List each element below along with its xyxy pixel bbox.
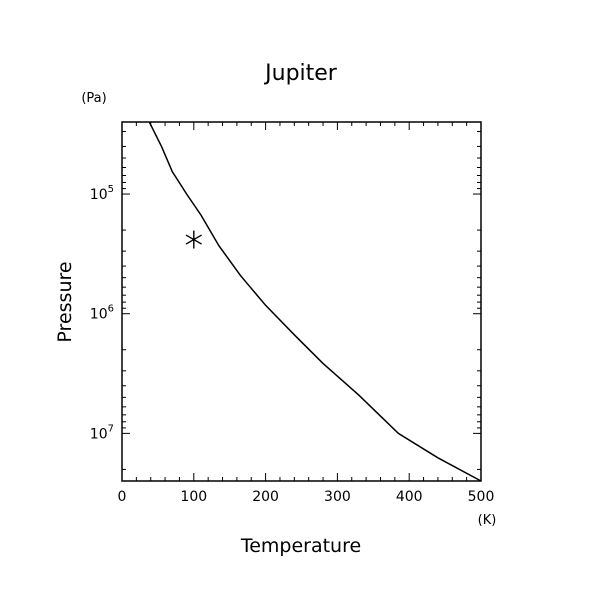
chart-title: Jupiter (263, 61, 338, 86)
temperature-profile-line (148, 121, 482, 482)
y-tick-label: 106 (90, 304, 114, 323)
plot-area: 0 100 200 300 400 500 105 106 107 (90, 121, 495, 505)
x-unit-label: (K) (478, 513, 497, 528)
y-axis-label: Pressure (54, 261, 76, 342)
x-tick-label: 400 (396, 489, 423, 505)
y-tick-label: 105 (90, 184, 114, 203)
observation-asterisk-marker (185, 234, 202, 245)
x-tick-label: 200 (252, 489, 279, 505)
x-tick-label: 100 (180, 489, 207, 505)
x-tick-label: 0 (118, 489, 127, 505)
y-tick-label: 107 (90, 423, 114, 442)
plot-frame (121, 121, 482, 482)
x-tick-label: 500 (468, 489, 495, 505)
y-unit-label: (Pa) (81, 91, 106, 106)
x-tick-label: 300 (324, 489, 351, 505)
x-axis-label: Temperature (240, 535, 361, 557)
